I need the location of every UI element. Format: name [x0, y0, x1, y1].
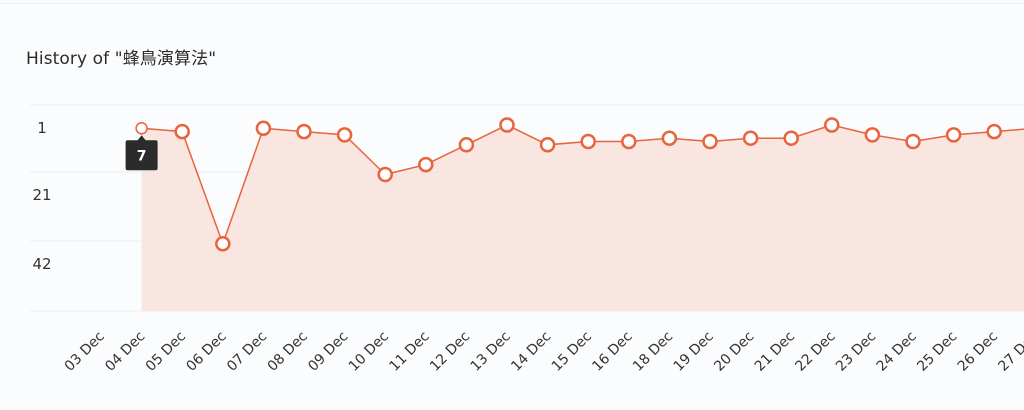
- x-tick-label: 05 Dec: [143, 329, 189, 375]
- y-tick-label: 21: [32, 186, 51, 204]
- x-tick-label: 06 Dec: [183, 329, 229, 375]
- chart-title: History of "蜂鳥演算法": [26, 49, 217, 69]
- data-point: [174, 123, 190, 140]
- x-tick-label: 08 Dec: [265, 329, 311, 375]
- data-point: [458, 137, 475, 153]
- data-point: [661, 130, 678, 146]
- tooltip-box: [125, 135, 158, 171]
- data-point: [580, 133, 596, 150]
- x-tick-label: 18 Dec: [630, 329, 676, 375]
- data-point: [296, 123, 312, 140]
- x-tick-label: 12 Dec: [427, 329, 473, 375]
- area-fill: [141, 125, 1024, 311]
- data-point: [945, 127, 962, 143]
- data-point: [986, 123, 1002, 140]
- data-point: [377, 166, 393, 183]
- x-tick-label: 15 Dec: [549, 329, 595, 375]
- x-tick-label: 20 Dec: [711, 329, 757, 375]
- x-tick-label: 14 Dec: [508, 329, 554, 375]
- data-point: [905, 133, 921, 150]
- x-tick-label: 11 Dec: [386, 329, 432, 375]
- x-tick-label: 07 Dec: [224, 329, 270, 375]
- data-point: [336, 127, 353, 143]
- data-point: [255, 120, 272, 137]
- data-point: [539, 137, 556, 153]
- x-tick-label: 10 Dec: [346, 329, 392, 375]
- x-tick-label: 21 Dec: [752, 329, 798, 375]
- data-point: [702, 133, 718, 150]
- x-tick-label: 24 Dec: [874, 329, 920, 375]
- y-tick-label: 42: [32, 255, 51, 273]
- data-point: [621, 133, 637, 150]
- data-point: [783, 130, 799, 146]
- x-tick-label: 27 Dec: [995, 329, 1024, 375]
- x-tick-label: 03 Dec: [62, 329, 108, 375]
- y-tick-label: 1: [37, 119, 47, 137]
- data-point: [215, 236, 231, 252]
- data-point: [418, 156, 434, 173]
- x-tick-label: 23 Dec: [833, 329, 879, 375]
- tooltip-label: 7: [137, 148, 147, 164]
- data-point: [499, 117, 515, 133]
- x-tick-label: 04 Dec: [102, 329, 148, 375]
- data-point: [742, 130, 759, 146]
- x-tick-label: 25 Dec: [914, 329, 960, 375]
- data-point: [824, 117, 840, 133]
- x-tick-label: 26 Dec: [955, 329, 1001, 375]
- data-point: [864, 127, 881, 143]
- x-tick-label: 09 Dec: [305, 329, 351, 375]
- x-tick-label: 19 Dec: [671, 329, 717, 375]
- x-tick-label: 22 Dec: [792, 329, 838, 375]
- data-point: [135, 122, 148, 135]
- x-tick-label: 13 Dec: [468, 329, 514, 375]
- x-tick-label: 16 Dec: [589, 329, 635, 375]
